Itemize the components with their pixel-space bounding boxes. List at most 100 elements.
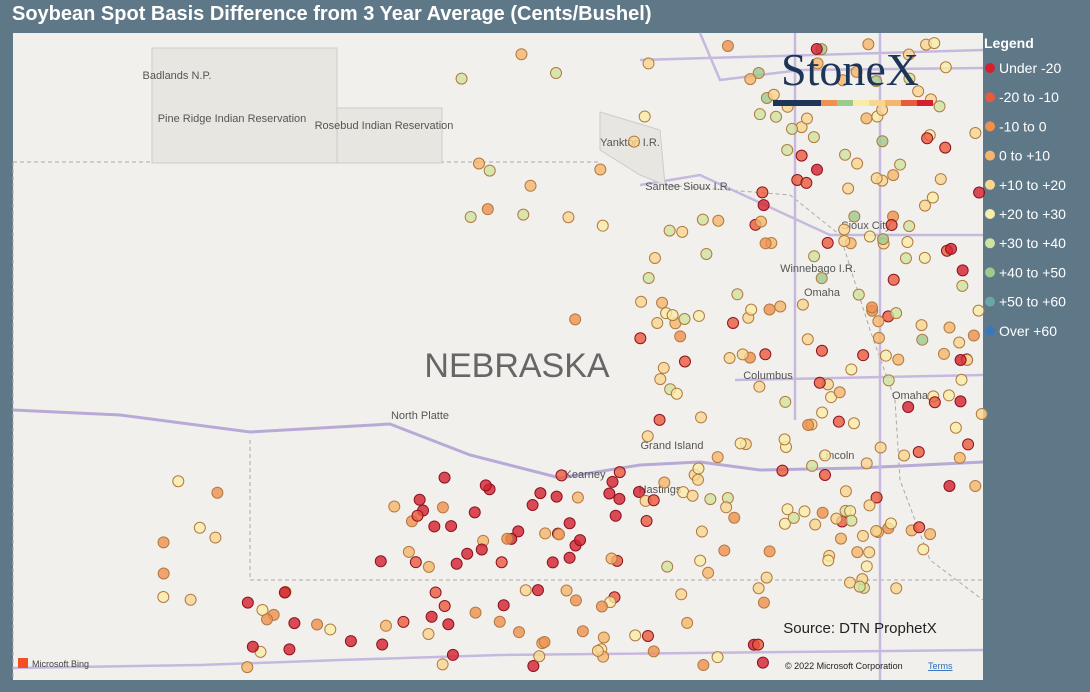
location-dot: [574, 534, 587, 547]
location-dot: [648, 251, 661, 264]
location-dot: [260, 613, 273, 626]
location-dot: [461, 547, 474, 560]
location-dot: [512, 525, 525, 538]
location-dot: [686, 489, 699, 502]
location-dot: [975, 408, 988, 421]
location-dot: [638, 110, 651, 123]
map-label: Sioux City: [841, 220, 891, 232]
location-dot: [442, 618, 455, 631]
location-dot: [571, 491, 584, 504]
location-dot: [634, 332, 647, 345]
location-dot: [663, 224, 676, 237]
location-dot: [569, 594, 582, 607]
location-dot: [640, 514, 653, 527]
location-dot: [863, 230, 876, 243]
location-dot: [830, 512, 843, 525]
location-dot: [157, 567, 170, 580]
location-dot: [921, 132, 934, 145]
location-dot: [629, 629, 642, 642]
location-dot: [538, 636, 551, 649]
location-dot: [613, 466, 626, 479]
location-dot: [609, 509, 622, 522]
location-dot: [379, 619, 392, 632]
location-dot: [928, 396, 941, 409]
location-dot: [692, 462, 705, 475]
location-dot: [450, 557, 463, 570]
location-dot: [712, 214, 725, 227]
location-dot: [939, 61, 952, 74]
location-dot: [887, 169, 900, 182]
terms-link[interactable]: Terms: [928, 661, 953, 671]
location-dot: [723, 352, 736, 365]
legend-label: +30 to +40: [999, 235, 1066, 251]
location-dot: [651, 316, 664, 329]
location-dot: [695, 411, 708, 424]
location-dot: [446, 648, 459, 661]
location-dot: [653, 413, 666, 426]
location-dot: [953, 336, 966, 349]
location-dot: [670, 387, 683, 400]
legend-swatch: [985, 121, 995, 132]
location-dot: [816, 506, 829, 519]
location-dot: [654, 373, 667, 386]
location-dot: [870, 525, 883, 538]
legend-label: +10 to +20: [999, 177, 1066, 193]
logo-bar-segment: [805, 100, 821, 106]
location-dot: [534, 487, 547, 500]
location-dot: [973, 186, 986, 199]
logo-bar-segment: [869, 100, 885, 106]
location-dot: [676, 225, 689, 238]
location-dot: [184, 593, 197, 606]
location-dot: [800, 112, 813, 125]
legend-swatch: [985, 150, 995, 161]
location-dot: [752, 582, 765, 595]
location-dot: [436, 658, 449, 671]
location-dot: [778, 433, 791, 446]
map-label: North Platte: [391, 410, 449, 422]
location-dot: [795, 149, 808, 162]
logo-bar-segment: [773, 100, 789, 106]
location-dot: [209, 531, 222, 544]
location-dot: [697, 659, 710, 672]
location-dot: [890, 582, 903, 595]
location-dot: [731, 288, 744, 301]
location-dot: [409, 556, 422, 569]
map-label: Omaha: [892, 390, 929, 402]
location-dot: [745, 303, 758, 316]
location-dot: [860, 457, 873, 470]
location-dot: [563, 517, 576, 530]
map-label: Pine Ridge Indian Reservation: [158, 113, 307, 125]
location-dot: [778, 517, 791, 530]
location-dot: [890, 307, 903, 320]
location-dot: [815, 344, 828, 357]
location-dot: [767, 88, 780, 101]
location-dot: [809, 518, 822, 531]
location-dot: [821, 236, 834, 249]
legend-swatch: [985, 325, 995, 336]
logo-bar-segment: [885, 100, 901, 106]
location-dot: [720, 501, 733, 514]
legend-label: 0 to +10: [999, 148, 1050, 164]
location-dot: [860, 112, 873, 125]
legend-label: -10 to 0: [999, 118, 1047, 134]
location-dot: [913, 521, 926, 534]
location-dot: [560, 584, 573, 597]
location-dot: [438, 600, 451, 613]
location-dot: [760, 571, 773, 584]
location-dot: [872, 331, 885, 344]
location-dot: [810, 43, 823, 56]
location-dot: [848, 210, 861, 223]
location-dot: [857, 349, 870, 362]
location-dot: [376, 638, 389, 651]
location-dot: [495, 556, 508, 569]
location-dot: [694, 554, 707, 567]
location-dot: [388, 500, 401, 513]
location-dot: [550, 67, 563, 80]
location-dot: [666, 309, 679, 322]
location-dot: [879, 349, 892, 362]
location-dot: [172, 475, 185, 488]
location-dot: [838, 223, 851, 236]
location-dot: [311, 618, 324, 631]
location-dot: [647, 494, 660, 507]
